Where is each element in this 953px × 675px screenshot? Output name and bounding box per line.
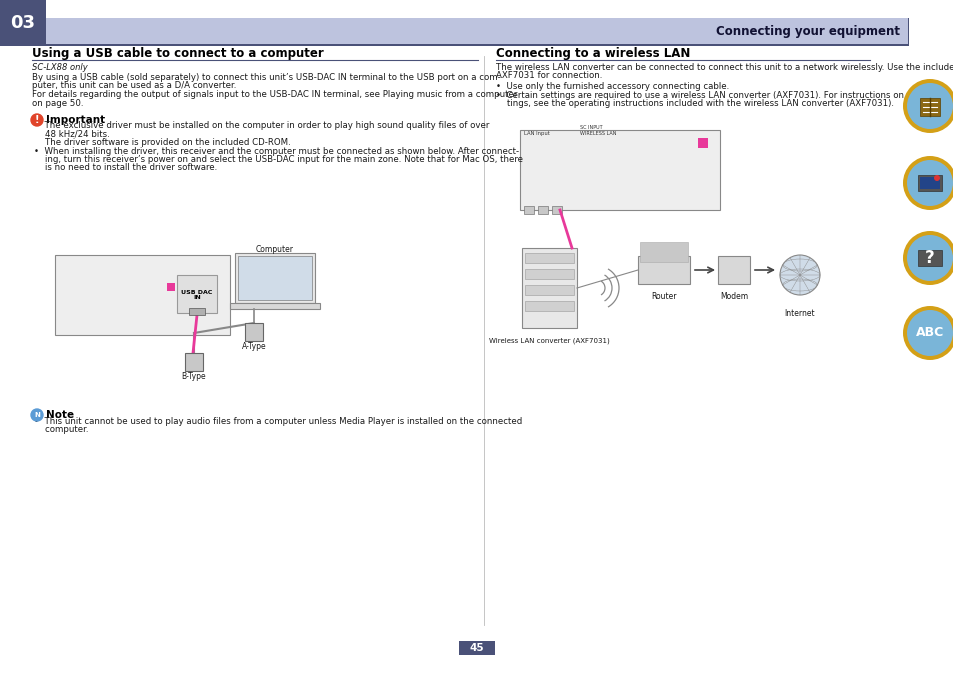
- Text: ?: ?: [924, 249, 934, 267]
- Circle shape: [933, 175, 939, 181]
- Circle shape: [902, 306, 953, 360]
- Text: USB DAC
IN: USB DAC IN: [181, 290, 213, 300]
- Text: on page 50.: on page 50.: [32, 99, 84, 107]
- Text: Modem: Modem: [720, 292, 747, 301]
- Bar: [524, 253, 574, 263]
- Circle shape: [906, 310, 952, 356]
- Text: B-Type: B-Type: [181, 372, 206, 381]
- Bar: [237, 256, 312, 300]
- Bar: [46, 44, 908, 46]
- Text: Router: Router: [651, 292, 676, 301]
- Text: Important: Important: [46, 115, 105, 125]
- Text: Connecting to a wireless LAN: Connecting to a wireless LAN: [496, 47, 690, 60]
- Text: Note: Note: [46, 410, 74, 420]
- Text: SC INPUT
WIRELESS LAN: SC INPUT WIRELESS LAN: [579, 125, 616, 136]
- Bar: [55, 255, 230, 335]
- Bar: [458, 641, 495, 655]
- Bar: [185, 353, 203, 371]
- Bar: [919, 177, 939, 189]
- Bar: [537, 206, 547, 214]
- Text: Using a USB cable to connect to a computer: Using a USB cable to connect to a comput…: [32, 47, 323, 60]
- Circle shape: [906, 160, 952, 206]
- Text: tings, see the operating instructions included with the wireless LAN converter (: tings, see the operating instructions in…: [496, 99, 893, 108]
- Bar: [46, 18, 907, 44]
- Bar: [167, 283, 174, 291]
- Bar: [524, 301, 574, 311]
- Circle shape: [30, 114, 43, 126]
- Bar: [0, 0, 46, 46]
- Text: 48 kHz/24 bits.: 48 kHz/24 bits.: [34, 130, 110, 138]
- Bar: [230, 303, 319, 309]
- Circle shape: [902, 156, 953, 210]
- Text: •  The exclusive driver must be installed on the computer in order to play high : • The exclusive driver must be installed…: [34, 121, 489, 130]
- Bar: [718, 256, 749, 284]
- Text: !: !: [34, 115, 39, 125]
- Bar: [177, 275, 216, 313]
- Circle shape: [902, 79, 953, 133]
- Bar: [523, 206, 534, 214]
- Text: N: N: [34, 412, 40, 418]
- Bar: [245, 323, 263, 341]
- Text: The wireless LAN converter can be connected to connect this unit to a network wi: The wireless LAN converter can be connec…: [496, 63, 953, 72]
- Text: AXF7031 for connection.: AXF7031 for connection.: [496, 72, 601, 80]
- Bar: [917, 175, 941, 191]
- Bar: [552, 206, 561, 214]
- Text: A-Type: A-Type: [241, 342, 266, 351]
- Text: ABC: ABC: [915, 327, 943, 340]
- Text: Wireless LAN converter (AXF7031): Wireless LAN converter (AXF7031): [489, 338, 609, 344]
- Bar: [698, 138, 707, 148]
- Bar: [638, 256, 689, 284]
- Text: computer.: computer.: [34, 425, 89, 435]
- Text: Connecting your equipment: Connecting your equipment: [716, 24, 899, 38]
- Text: •  When installing the driver, this receiver and the computer must be connected : • When installing the driver, this recei…: [34, 146, 518, 155]
- Bar: [521, 248, 577, 328]
- Text: •  Use only the furnished accessory connecting cable.: • Use only the furnished accessory conne…: [496, 82, 728, 91]
- Text: For details regarding the output of signals input to the USB-DAC IN terminal, se: For details regarding the output of sign…: [32, 90, 517, 99]
- Text: 03: 03: [10, 14, 35, 32]
- Text: LAN Input: LAN Input: [523, 131, 549, 136]
- Bar: [189, 308, 205, 315]
- Bar: [639, 242, 687, 262]
- Text: is no need to install the driver software.: is no need to install the driver softwar…: [34, 163, 217, 173]
- Bar: [919, 98, 939, 116]
- Circle shape: [902, 231, 953, 285]
- Text: Computer: Computer: [255, 245, 294, 254]
- Text: ing, turn this receiver’s power on and select the USB-DAC input for the main zon: ing, turn this receiver’s power on and s…: [34, 155, 522, 164]
- Bar: [524, 269, 574, 279]
- Text: The driver software is provided on the included CD-ROM.: The driver software is provided on the i…: [34, 138, 291, 147]
- Circle shape: [780, 255, 820, 295]
- Circle shape: [30, 409, 43, 421]
- Text: Internet: Internet: [784, 309, 815, 318]
- Bar: [234, 253, 314, 303]
- Circle shape: [906, 83, 952, 129]
- Text: puter, this unit can be used as a D/A converter.: puter, this unit can be used as a D/A co…: [32, 82, 236, 90]
- Text: SC-LX88 only: SC-LX88 only: [32, 63, 88, 72]
- Bar: [524, 285, 574, 295]
- Text: •  Certain settings are required to use a wireless LAN converter (AXF7031). For : • Certain settings are required to use a…: [496, 90, 953, 99]
- Bar: [519, 130, 720, 210]
- Text: 45: 45: [469, 643, 484, 653]
- Text: •  This unit cannot be used to play audio files from a computer unless Media Pla: • This unit cannot be used to play audio…: [34, 417, 521, 426]
- Bar: [907, 18, 908, 44]
- Text: By using a USB cable (sold separately) to connect this unit’s USB-DAC IN termina: By using a USB cable (sold separately) t…: [32, 73, 500, 82]
- Bar: [917, 250, 941, 266]
- Circle shape: [906, 235, 952, 281]
